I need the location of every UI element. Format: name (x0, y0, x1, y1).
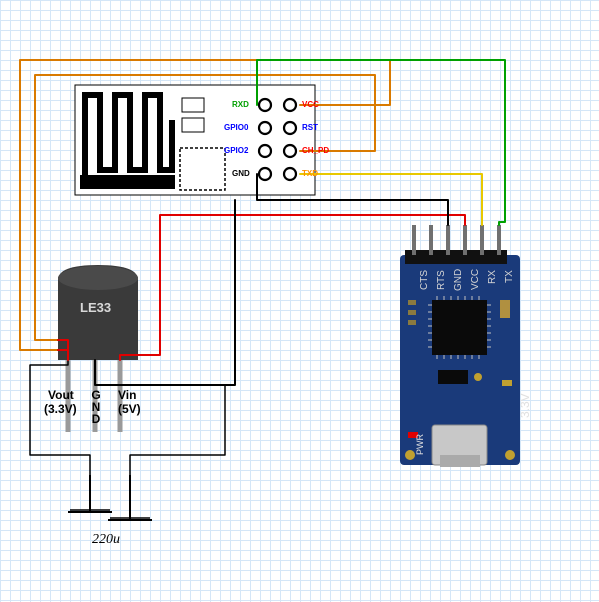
regulator-label: LE33 (80, 300, 111, 315)
ftdi-rx: RX (487, 270, 498, 284)
label-rxd: RXD (232, 100, 249, 109)
ftdi-rts: RTS (436, 270, 447, 290)
label-vcc: VCC (302, 100, 319, 109)
gnd-label: GND (89, 388, 103, 424)
vin-sub: (5V) (118, 402, 141, 416)
ftdi-cts: CTS (419, 270, 430, 290)
ftdi-vcc: VCC (470, 269, 481, 290)
vin-label: Vin (118, 388, 136, 402)
label-rst: RST (302, 123, 318, 132)
label-gpio2: GPIO2 (224, 146, 248, 155)
cap-label: 220u (92, 532, 120, 548)
label-txd: TXD (302, 169, 318, 178)
ftdi-gnd: GND (453, 269, 464, 291)
vout-label: Vout (48, 388, 74, 402)
ftdi-tx: TX (504, 270, 515, 283)
ftdi-pwr: PWR (415, 434, 425, 455)
label-gnd: GND (232, 169, 250, 178)
ftdi-voltage: 3.3V (518, 393, 532, 418)
label-gpio0: GPIO0 (224, 123, 248, 132)
label-chpd: CH_PD (302, 146, 329, 155)
vout-sub: (3.3V) (44, 402, 77, 416)
